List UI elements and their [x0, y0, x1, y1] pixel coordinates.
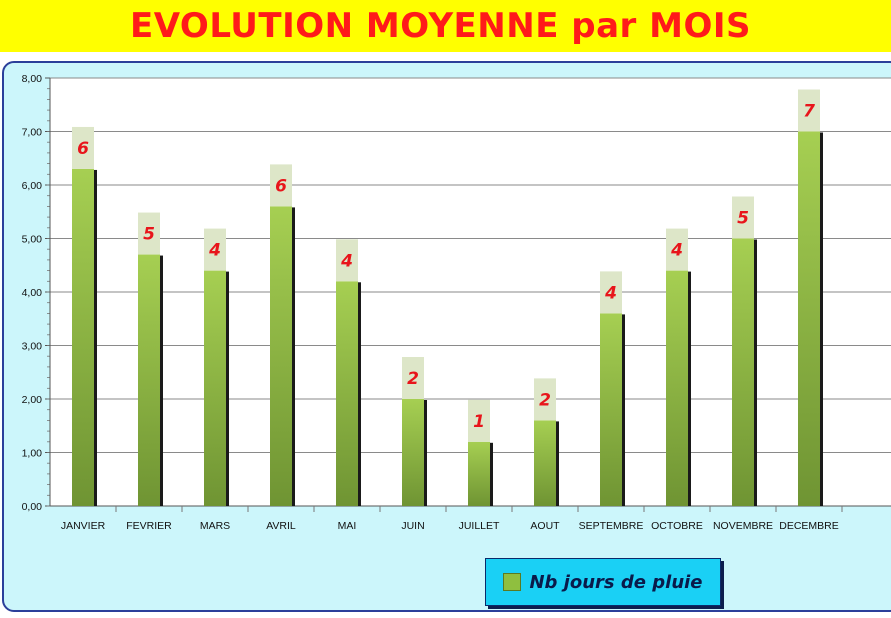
x-tick-label: OCTOBRE — [651, 520, 703, 532]
data-label: 7 — [803, 102, 815, 122]
data-label-box — [138, 212, 160, 255]
x-tick-label: AVRIL — [266, 520, 296, 532]
y-tick-label: 8,00 — [22, 73, 43, 85]
y-tick-label: 0,00 — [22, 501, 43, 513]
data-label-box — [402, 357, 424, 399]
data-label: 6 — [275, 176, 287, 196]
x-tick-label: DECEMBRE — [779, 520, 839, 532]
data-label-box — [270, 164, 292, 207]
data-label-box — [72, 126, 94, 169]
data-label-box — [336, 239, 358, 282]
y-tick-label: 6,00 — [22, 180, 43, 192]
data-label: 5 — [737, 209, 749, 229]
data-label: 6 — [77, 139, 89, 159]
x-tick-label: JUILLET — [459, 520, 500, 532]
x-tick-label: NOVEMBRE — [713, 520, 773, 532]
x-tick-label: FEVRIER — [126, 520, 172, 532]
x-tick-label: MAI — [338, 520, 357, 532]
x-tick-label: JUIN — [401, 520, 424, 532]
legend-label: Nb jours de pluie — [529, 571, 703, 593]
y-tick-label: 3,00 — [22, 341, 43, 353]
data-label: 4 — [670, 241, 683, 261]
data-label-box — [534, 378, 556, 421]
legend: Nb jours de pluie — [485, 558, 721, 606]
y-tick-label: 5,00 — [22, 234, 43, 246]
x-tick-label: AOUT — [530, 520, 560, 532]
bar — [336, 281, 358, 506]
data-label: 2 — [407, 369, 419, 389]
bar — [72, 168, 94, 506]
data-label: 4 — [340, 251, 353, 271]
bar — [798, 131, 820, 506]
data-label-box — [798, 89, 820, 132]
data-label: 4 — [208, 241, 221, 261]
y-tick-label: 4,00 — [22, 287, 43, 299]
bar — [204, 270, 226, 506]
title-bar: EVOLUTION MOYENNE par MOIS — [0, 0, 891, 52]
bar — [732, 238, 754, 506]
x-tick-label: MARS — [200, 520, 230, 532]
bar — [402, 399, 424, 506]
legend-swatch — [503, 573, 522, 591]
y-tick-label: 1,00 — [22, 448, 43, 460]
data-label-box — [204, 228, 226, 271]
x-tick-label: SEPTEMBRE — [579, 520, 644, 532]
y-tick-label: 2,00 — [22, 394, 43, 406]
chart-title: EVOLUTION MOYENNE par MOIS — [129, 6, 752, 46]
data-label-box — [666, 228, 688, 271]
data-label: 1 — [473, 412, 485, 432]
bar — [138, 254, 160, 506]
data-label: 2 — [539, 390, 551, 410]
x-tick-label: JANVIER — [61, 520, 106, 532]
data-label-box — [600, 271, 622, 314]
bar — [270, 206, 292, 506]
data-label-box — [468, 399, 490, 442]
y-tick-label: 7,00 — [22, 127, 43, 139]
bar — [534, 420, 556, 506]
bar — [600, 313, 622, 506]
data-label: 5 — [143, 225, 155, 245]
bar — [468, 441, 490, 506]
data-label-box — [732, 196, 754, 239]
data-label: 4 — [604, 283, 617, 303]
bar — [666, 270, 688, 506]
